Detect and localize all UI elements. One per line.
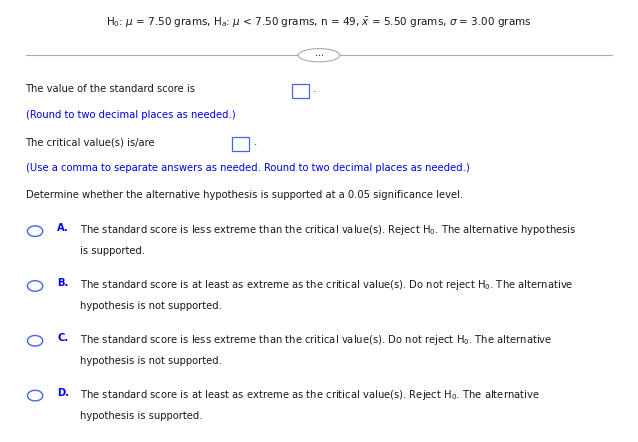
Text: (Use a comma to separate answers as needed. Round to two decimal places as neede: (Use a comma to separate answers as need… <box>26 163 470 173</box>
Text: .: . <box>313 84 316 94</box>
Text: The value of the standard score is: The value of the standard score is <box>26 84 195 94</box>
Text: (Round to two decimal places as needed.): (Round to two decimal places as needed.) <box>26 110 235 120</box>
Text: The critical value(s) is/are: The critical value(s) is/are <box>26 137 155 147</box>
Text: The standard score is at least as extreme as the critical value(s). Reject H$_0$: The standard score is at least as extrem… <box>80 388 540 402</box>
Ellipse shape <box>298 49 339 62</box>
Text: D.: D. <box>57 388 70 398</box>
Text: ⋯: ⋯ <box>315 51 323 60</box>
Text: C.: C. <box>57 333 69 343</box>
Text: H$_0$: $\mu$ = 7.50 grams, H$_a$: $\mu$ < 7.50 grams, n = 49, $\bar{x}$ = 5.50 g: H$_0$: $\mu$ = 7.50 grams, H$_a$: $\mu$ … <box>106 15 532 30</box>
Text: Determine whether the alternative hypothesis is supported at a 0.05 significance: Determine whether the alternative hypoth… <box>26 190 463 200</box>
FancyBboxPatch shape <box>232 137 249 151</box>
Text: The standard score is at least as extreme as the critical value(s). Do not rejec: The standard score is at least as extrem… <box>80 278 574 292</box>
Text: hypothesis is supported.: hypothesis is supported. <box>80 411 202 421</box>
Text: The standard score is less extreme than the critical value(s). Do not reject H$_: The standard score is less extreme than … <box>80 333 552 347</box>
Text: A.: A. <box>57 223 69 233</box>
FancyBboxPatch shape <box>292 84 309 98</box>
Text: is supported.: is supported. <box>80 246 145 256</box>
Text: hypothesis is not supported.: hypothesis is not supported. <box>80 356 221 366</box>
Text: hypothesis is not supported.: hypothesis is not supported. <box>80 301 221 311</box>
Text: .: . <box>254 137 257 147</box>
Text: B.: B. <box>57 278 69 288</box>
Text: The standard score is less extreme than the critical value(s). Reject H$_0$. The: The standard score is less extreme than … <box>80 223 576 237</box>
